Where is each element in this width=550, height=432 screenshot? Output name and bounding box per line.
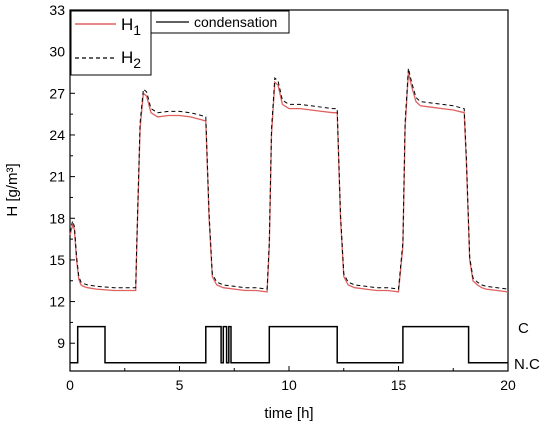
x-axis-title: time [h] <box>264 405 313 422</box>
y-tick-label: 12 <box>49 294 65 310</box>
series-line-h2 <box>69 68 509 290</box>
legend-label-h1: H1 <box>121 15 141 38</box>
state-label-condensation: C <box>518 320 529 337</box>
legend-box-h <box>70 10 152 76</box>
y-tick-label: 18 <box>49 210 65 226</box>
x-tick-label: 5 <box>176 377 184 393</box>
state-label-no-condensation: N.C <box>514 356 540 373</box>
x-axis: 0 5 10 15 20 <box>66 366 516 393</box>
series-layer <box>69 68 509 364</box>
legend-box-condensation <box>150 10 290 34</box>
legend-label-h2: H2 <box>121 48 141 71</box>
series-line-h1 <box>69 72 509 293</box>
y-axis: 9 12 15 18 21 24 27 30 33 <box>49 2 75 351</box>
series-line-condensation <box>70 325 508 364</box>
y-tick-label: 24 <box>49 127 65 143</box>
x-tick-label: 20 <box>500 377 516 393</box>
x-tick-label: 15 <box>391 377 407 393</box>
legend: H1 H2 condensation <box>70 10 290 76</box>
y-tick-label: 21 <box>49 169 65 185</box>
y-tick-label: 9 <box>57 335 65 351</box>
legend-label-condensation: condensation <box>194 14 277 30</box>
y-tick-label: 27 <box>49 85 65 101</box>
y-tick-label: 15 <box>49 252 65 268</box>
y-axis-title: H [g/m³] <box>4 163 21 216</box>
x-tick-label: 10 <box>281 377 297 393</box>
y-tick-label: 33 <box>49 2 65 18</box>
x-tick-label: 0 <box>66 377 74 393</box>
y-tick-label: 30 <box>49 44 65 60</box>
